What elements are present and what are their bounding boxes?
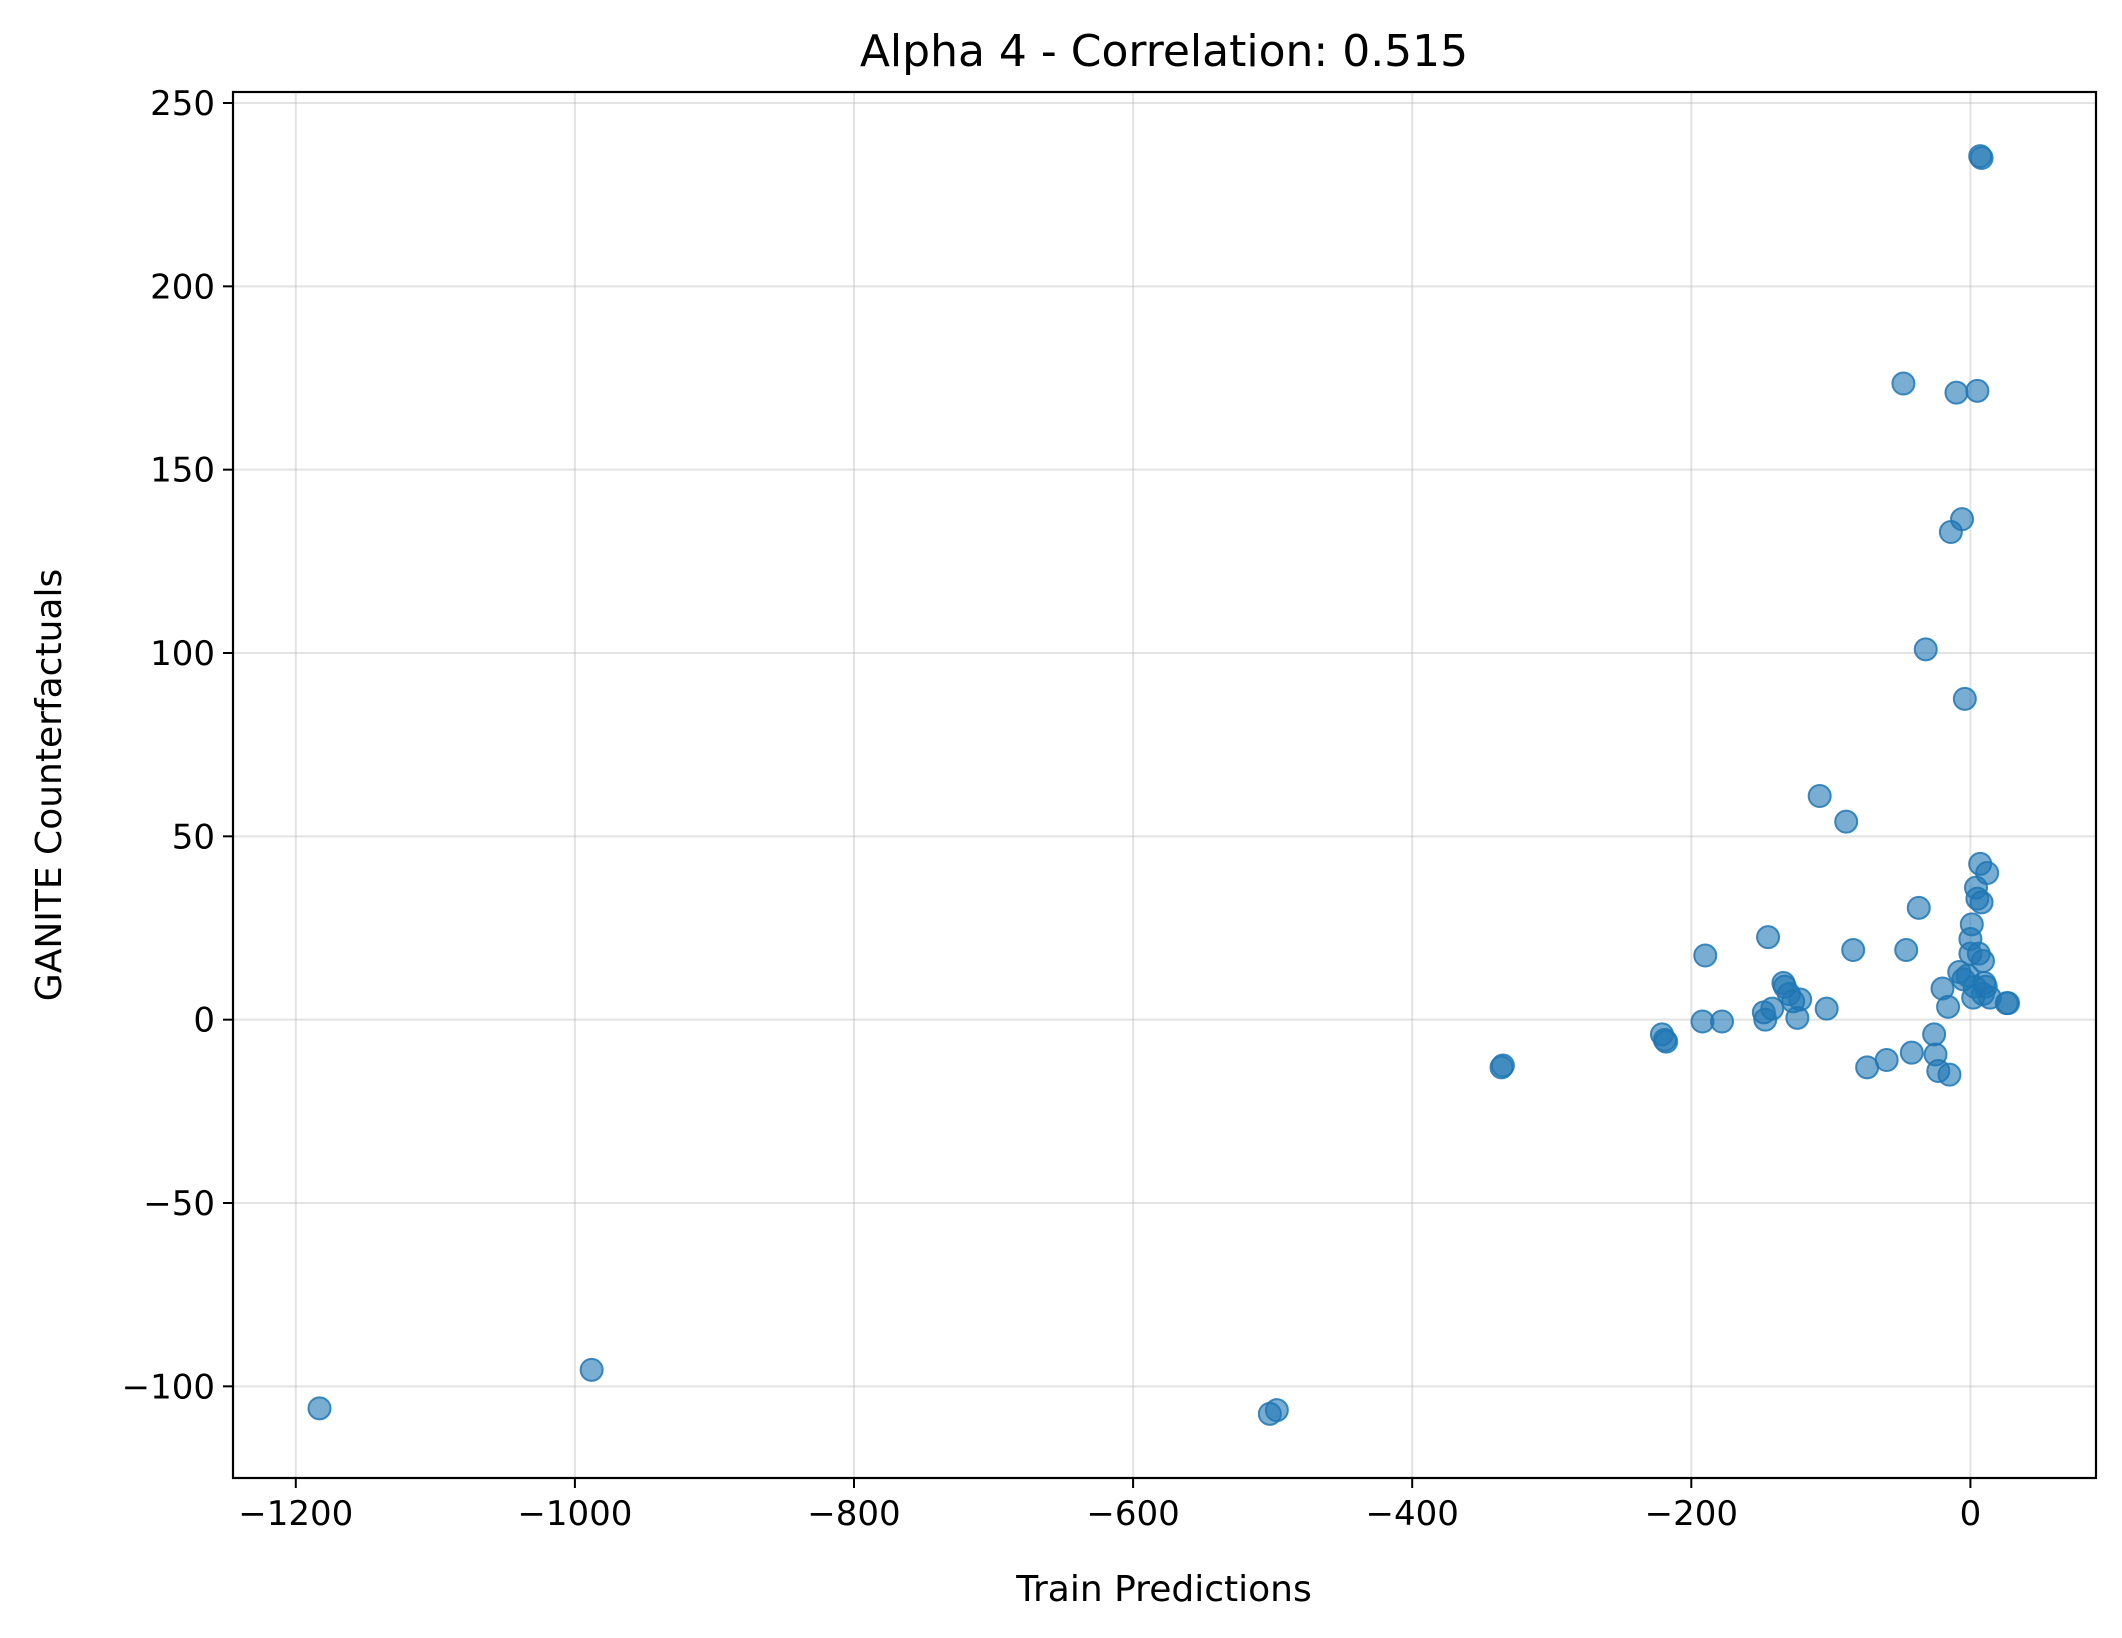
scatter-point — [1936, 994, 1961, 1019]
scatter-point — [1693, 943, 1718, 968]
scatter-point — [1891, 371, 1916, 396]
scatter-point — [1906, 895, 1931, 920]
x-tick-label: −400 — [1366, 1494, 1459, 1534]
scatter-point — [1922, 1022, 1947, 1047]
scatter-point — [1264, 1398, 1289, 1423]
scatter-point — [1874, 1048, 1899, 1072]
grid-layer — [233, 92, 2096, 1478]
scatter-point — [1788, 987, 1813, 1012]
scatter-point — [1913, 637, 1938, 662]
scatter-point — [1490, 1053, 1515, 1078]
scatter-point — [1959, 912, 1984, 937]
scatter-point — [1937, 1062, 1962, 1087]
x-tick-label: −600 — [1086, 1494, 1179, 1534]
scatter-point — [1814, 996, 1839, 1021]
scatter-point — [1710, 1009, 1735, 1034]
scatter-point — [1952, 686, 1977, 711]
plot-frame — [231, 90, 2098, 1480]
x-tick-label: −200 — [1645, 1494, 1738, 1534]
points-layer — [307, 144, 2021, 1426]
y-tick-label: 200 — [150, 267, 215, 307]
scatter-point — [307, 1396, 332, 1421]
y-tick-label: −50 — [143, 1184, 215, 1224]
scatter-point — [1965, 378, 1990, 403]
y-tick-label: 0 — [193, 1001, 215, 1041]
scatter-point — [1756, 925, 1781, 950]
scatter-point — [1950, 507, 1975, 532]
scatter-point — [1969, 146, 1994, 170]
y-tick-label: 50 — [172, 817, 215, 857]
x-tick-label: −1200 — [238, 1494, 353, 1534]
scatter-point — [1654, 1029, 1679, 1054]
ticks-layer: −1200 −1000 −800 −600 −400 −200 0 −100 −50 0 50 100… — [122, 84, 1982, 1534]
scatter-point — [579, 1357, 604, 1382]
scatter-point — [1944, 380, 1969, 405]
y-axis-label: GANITE Counterfactuals — [29, 569, 70, 1001]
y-tick-label: 250 — [150, 84, 215, 124]
scatter-point — [1975, 861, 2000, 885]
scatter-point — [1807, 784, 1832, 808]
scatter-point — [1996, 991, 2021, 1016]
y-tick-label: 100 — [150, 634, 215, 674]
y-tick-label: 150 — [150, 451, 215, 491]
scatter-point — [1841, 938, 1866, 962]
x-tick-label: −1000 — [517, 1494, 632, 1534]
x-tick-label: 0 — [1960, 1494, 1982, 1534]
x-axis-label: Train Predictions — [1015, 1569, 1311, 1610]
scatter-point — [1899, 1040, 1924, 1065]
chart-title: Alpha 4 - Correlation: 0.515 — [860, 26, 1468, 77]
scatter-point — [1834, 809, 1859, 834]
x-tick-label: −800 — [807, 1494, 900, 1534]
scatter-point — [1969, 890, 1994, 915]
scatter-point — [1970, 949, 1995, 973]
scatter-point — [1760, 996, 1785, 1021]
scatter-point — [1894, 938, 1919, 962]
y-tick-label: −100 — [122, 1367, 215, 1407]
